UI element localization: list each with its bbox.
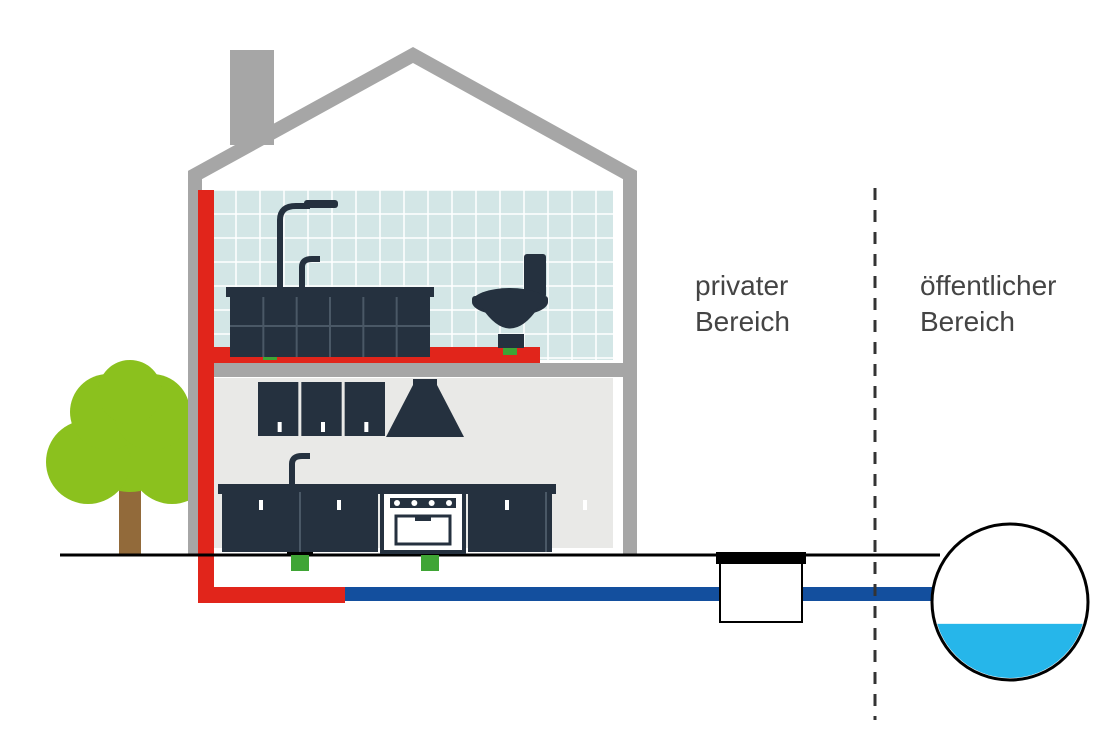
house-drainage-diagram bbox=[0, 0, 1112, 746]
shower-riser bbox=[277, 220, 283, 287]
sewer-water bbox=[932, 624, 1088, 746]
private-area-label: privater Bereich bbox=[695, 268, 790, 341]
public-area-label: öffentlicher Bereich bbox=[920, 268, 1056, 341]
shower-head-icon bbox=[304, 200, 338, 208]
inspection-lid bbox=[716, 552, 806, 564]
lower-cab-right bbox=[468, 492, 552, 552]
public-line2: Bereich bbox=[920, 306, 1015, 337]
ground-vent-2 bbox=[421, 553, 439, 571]
ground-vent-1 bbox=[291, 553, 309, 571]
inspection-chamber bbox=[720, 560, 802, 622]
private-line1: privater bbox=[695, 270, 788, 301]
public-line1: öffentlicher bbox=[920, 270, 1056, 301]
floor-slab bbox=[188, 363, 637, 377]
private-line2: Bereich bbox=[695, 306, 790, 337]
